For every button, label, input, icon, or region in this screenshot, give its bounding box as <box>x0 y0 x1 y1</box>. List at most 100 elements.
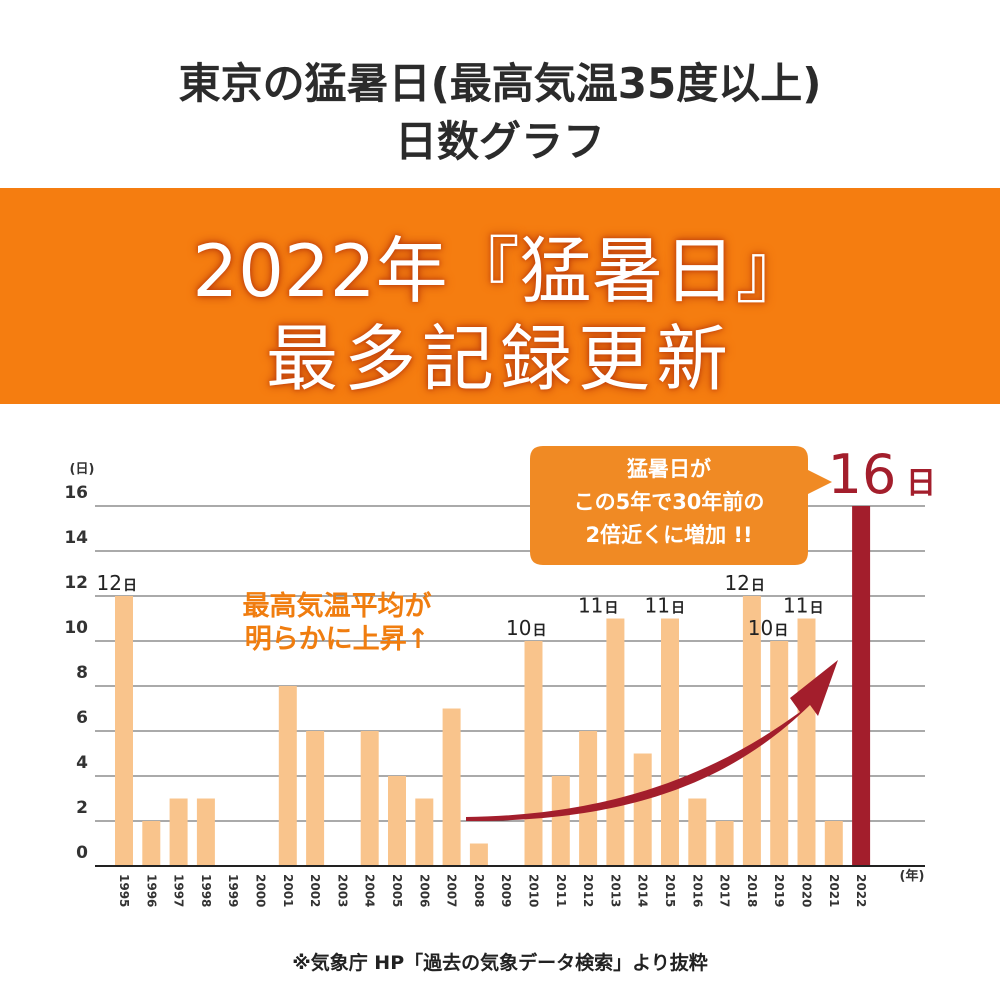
y-tick-label: 0 <box>76 843 88 863</box>
bar <box>278 686 297 866</box>
bar <box>579 731 598 866</box>
x-tick-label: 2006 <box>417 874 431 907</box>
x-tick-label: 2014 <box>636 874 650 907</box>
data-label: 10 日 <box>748 616 788 640</box>
x-tick-label: 2022 <box>854 874 868 907</box>
data-label-unit: 日 <box>123 578 137 594</box>
x-tick-label: 2004 <box>363 874 377 907</box>
bar <box>142 821 161 866</box>
x-tick-label: 1997 <box>172 874 186 907</box>
y-axis-unit-label: (日) <box>70 462 95 477</box>
x-tick-label: 2013 <box>608 874 622 907</box>
record-banner <box>0 188 1000 404</box>
x-axis-unit-label: (年) <box>900 868 925 884</box>
rise-annotation-line1: 最高気温平均が <box>243 590 432 622</box>
callout-bubble: 猛暑日が この5年で30年前の 2倍近くに増加 !! <box>530 446 832 565</box>
data-label-value: 11 <box>645 594 670 618</box>
x-tick-label: 2017 <box>718 874 732 907</box>
bar <box>360 731 379 866</box>
data-label-unit: 日 <box>533 623 547 639</box>
x-tick-label: 2021 <box>827 874 841 907</box>
data-label-unit: 日 <box>751 578 765 594</box>
y-tick-label: 6 <box>76 708 88 728</box>
data-label: 11 日 <box>783 594 823 618</box>
x-tick-label: 2016 <box>690 874 704 907</box>
bar <box>524 641 543 866</box>
data-label: 12 日 <box>97 571 137 595</box>
y-tick-label: 16 <box>64 483 88 503</box>
bar <box>169 798 188 866</box>
data-label-value: 12 <box>724 571 749 595</box>
bar <box>196 798 215 866</box>
x-tick-label: 2019 <box>772 874 786 907</box>
trend-arrow <box>466 660 838 822</box>
y-tick-label: 10 <box>64 618 88 638</box>
x-tick-label: 2003 <box>335 874 349 907</box>
bar <box>469 843 488 866</box>
bar <box>797 618 816 866</box>
chart-title-line1: 東京の猛暑日(最高気温35度以上) <box>178 59 822 108</box>
bar <box>606 618 625 866</box>
x-tick-label: 2011 <box>554 874 568 907</box>
x-tick-label: 2008 <box>472 874 486 907</box>
data-label: 16 日 <box>828 443 936 506</box>
data-label-unit: 日 <box>774 623 788 639</box>
bar <box>415 798 434 866</box>
data-label: 11 日 <box>645 594 685 618</box>
callout-line1: 猛暑日が <box>626 457 711 481</box>
x-tick-label: 1998 <box>199 874 213 907</box>
x-tick-label: 2000 <box>254 874 268 907</box>
data-label-value: 11 <box>783 594 808 618</box>
y-tick-label: 2 <box>76 798 88 818</box>
data-labels: 12 日10 日11 日 11 日12 日10 日11 日16 日 <box>97 443 936 640</box>
data-label-unit: 日 <box>604 601 618 617</box>
x-tick-label: 1996 <box>144 874 158 907</box>
data-label: 11 日 <box>578 594 618 618</box>
data-label-value: 10 <box>748 616 773 640</box>
y-tick-label: 14 <box>64 528 88 548</box>
bar <box>852 506 871 866</box>
bars <box>115 506 871 866</box>
bar <box>824 821 843 866</box>
x-tick-label: 2002 <box>308 874 322 907</box>
data-source-note: ※気象庁 HP「過去の気象データ検索」より抜粋 <box>292 952 708 974</box>
x-tick-label: 1999 <box>226 874 240 907</box>
bar <box>661 618 679 866</box>
y-tick-label: 4 <box>76 753 88 773</box>
x-tick-label: 2012 <box>581 874 595 907</box>
data-label-value: 10 <box>506 616 531 640</box>
y-tick-label: 8 <box>76 663 88 683</box>
bar <box>306 731 325 866</box>
x-axis: 1995 1996 1997 1998 1999 2000 2001 2002 2003 2004… <box>95 865 925 907</box>
data-label-value: 11 <box>578 594 603 618</box>
bar <box>442 708 461 866</box>
x-tick-label: 2015 <box>663 874 677 907</box>
x-tick-label: 2001 <box>281 874 295 907</box>
x-tick-label: 2010 <box>527 874 541 907</box>
data-label-value: 16 <box>828 443 897 506</box>
banner-subheadline: 最多記録更新 <box>265 317 734 401</box>
data-label: 12 日 <box>724 571 764 595</box>
callout-line3: 2倍近くに増加 !! <box>585 523 752 547</box>
x-tick-label: 1995 <box>117 874 131 907</box>
bar <box>115 596 133 866</box>
callout-line2: この5年で30年前の <box>574 490 765 514</box>
bar <box>742 596 761 866</box>
x-tick-label: 2020 <box>800 874 814 907</box>
bar <box>551 776 570 866</box>
x-tick-label: 2009 <box>499 874 513 907</box>
data-label-value: 12 <box>97 571 122 595</box>
x-tick-label: 2005 <box>390 874 404 907</box>
data-label-unit: 日 <box>671 601 685 617</box>
x-tick-label: 2007 <box>445 874 459 907</box>
rise-annotation-line2: 明らかに上昇↑ <box>245 624 430 655</box>
y-tick-label: 12 <box>64 573 88 593</box>
data-label-unit: 日 <box>906 466 936 501</box>
bar <box>688 798 707 866</box>
bar <box>770 641 789 866</box>
data-label-unit: 日 <box>810 601 824 617</box>
bar <box>388 776 406 866</box>
bar <box>633 753 652 866</box>
banner-headline: 2022年『猛暑日』 <box>192 229 808 313</box>
